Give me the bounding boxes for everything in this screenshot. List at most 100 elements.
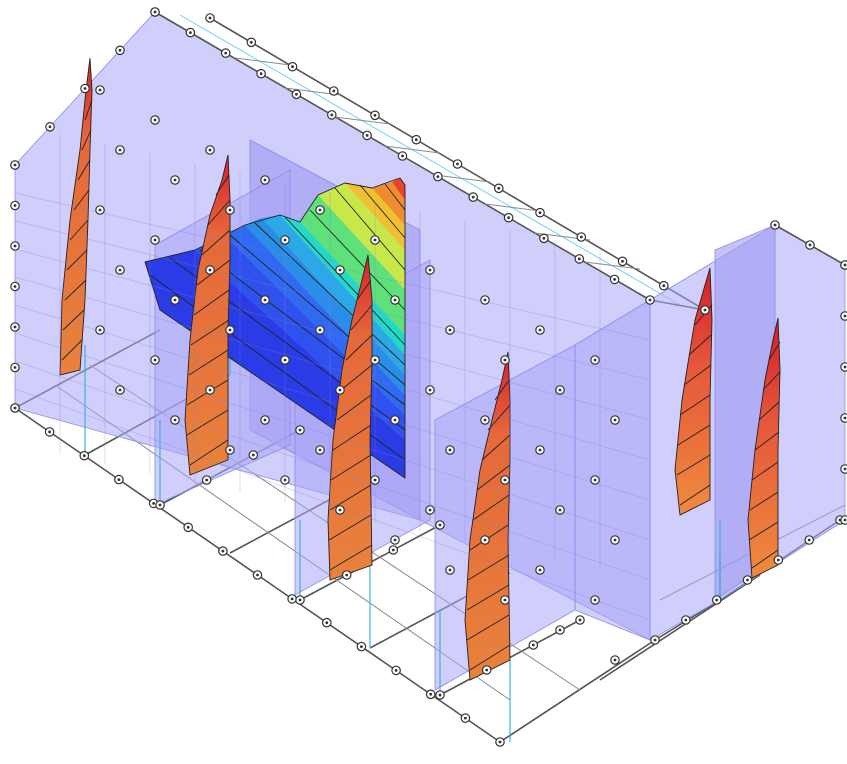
support-node-icon — [500, 475, 510, 485]
support-node-icon — [500, 355, 510, 365]
support-node-icon — [840, 311, 847, 321]
support-node-icon — [150, 115, 160, 125]
support-node-icon — [445, 325, 455, 335]
roof-cyan-line — [179, 14, 681, 306]
support-node-icon — [362, 130, 372, 141]
support-node-icon — [535, 325, 545, 335]
support-node-icon — [150, 235, 160, 245]
support-node-icon — [391, 665, 401, 676]
support-node-icon — [170, 175, 180, 185]
support-node-icon — [468, 192, 478, 202]
support-node-icon — [341, 570, 352, 580]
support-node-icon — [535, 565, 545, 575]
support-node-icon — [205, 385, 215, 395]
support-node-icon — [370, 355, 380, 365]
mesh-line — [14, 248, 651, 421]
support-node-icon — [295, 595, 305, 605]
support-node-icon — [95, 325, 105, 335]
support-node-icon — [95, 85, 105, 95]
support-node-icon — [773, 555, 784, 565]
support-node-icon — [452, 159, 463, 169]
contour-band-10 — [372, 182, 405, 225]
support-node-icon — [500, 595, 510, 605]
support-node-icon — [370, 235, 380, 245]
support-node-icon — [555, 385, 565, 395]
support-node-icon — [44, 427, 55, 437]
support-node-icon — [315, 325, 325, 335]
support-node-icon — [79, 450, 90, 461]
support-node-icon — [433, 171, 443, 182]
support-node-icon — [425, 385, 435, 395]
support-node-icon — [425, 505, 435, 515]
support-node-icon — [503, 212, 514, 223]
wall-diagram-3 — [327, 254, 373, 581]
support-node-icon — [576, 232, 587, 242]
support-node-icon — [10, 322, 20, 332]
support-node-icon — [390, 535, 400, 545]
mesh-line — [14, 220, 651, 381]
support-node-icon — [280, 475, 290, 485]
support-node-icon — [335, 265, 345, 275]
support-node-icon — [260, 415, 270, 425]
support-node-icon — [805, 240, 815, 250]
wall-diagram-6 — [747, 317, 781, 579]
wing-beam-1 — [599, 574, 761, 681]
support-node-icon — [225, 325, 235, 335]
support-node-icon — [840, 464, 847, 474]
support-nodes — [10, 7, 847, 747]
support-node-icon — [535, 445, 545, 455]
support-node-icon — [445, 565, 455, 575]
support-node-icon — [256, 68, 266, 79]
support-node-icon — [610, 535, 620, 545]
mesh-line — [14, 304, 651, 501]
support-node-icon — [45, 122, 55, 132]
support-node-icon — [205, 13, 215, 23]
support-node-icon — [481, 665, 492, 675]
support-node-icon — [610, 415, 620, 425]
support-node-icon — [804, 535, 814, 545]
support-node-icon — [80, 83, 90, 94]
mesh-line — [14, 388, 651, 621]
support-node-icon — [480, 415, 490, 425]
support-node-icon — [321, 617, 332, 628]
support-node-icon — [10, 200, 20, 211]
support-node-icon — [115, 265, 125, 275]
support-node-icon — [291, 89, 302, 100]
support-node-icon — [742, 575, 753, 585]
support-node-icon — [555, 505, 565, 515]
support-node-icon — [205, 265, 215, 275]
support-node-icon — [183, 522, 193, 533]
support-node-icon — [555, 625, 565, 635]
floor-beam-front-right — [499, 639, 656, 743]
support-node-icon — [680, 615, 691, 625]
support-node-icon — [10, 241, 20, 251]
support-node-icon — [388, 545, 399, 555]
support-node-icon — [280, 235, 290, 245]
support-node-icon — [315, 445, 325, 455]
mesh-line — [14, 332, 651, 541]
support-node-icon — [575, 615, 585, 625]
support-node-icon — [315, 205, 325, 215]
support-node-icon — [495, 737, 505, 747]
support-node-icon — [370, 475, 380, 485]
contour-outline — [144, 177, 406, 479]
support-node-icon — [201, 475, 212, 485]
support-node-icon — [480, 535, 490, 545]
support-node-icon — [370, 110, 380, 121]
support-node-icon — [155, 500, 165, 510]
support-node-icon — [390, 295, 400, 305]
support-node-icon — [170, 415, 180, 425]
support-node-icon — [650, 635, 660, 645]
support-node-icon — [411, 134, 422, 145]
finite-element-mesh — [14, 134, 651, 621]
support-node-icon — [770, 220, 780, 230]
support-node-icon — [609, 274, 620, 285]
wall-diagram-1 — [59, 57, 93, 376]
support-node-icon — [225, 445, 235, 455]
support-node-icon — [840, 362, 847, 372]
wall-diagram-5 — [674, 267, 713, 516]
support-node-icon — [115, 145, 125, 155]
support-node-icon — [335, 505, 345, 515]
